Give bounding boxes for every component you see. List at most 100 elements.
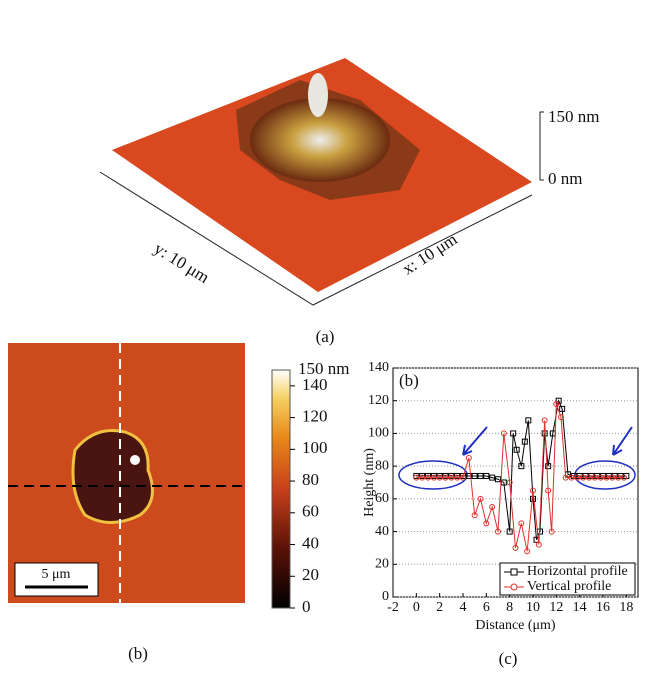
panel-a: 150 nm 0 nm y: 10 μm x: 10 μm (a) [99, 58, 599, 346]
colorbar-tick-label: 100 [302, 438, 328, 457]
marker [597, 474, 604, 481]
x-axis-label: Distance (μm) [475, 618, 556, 633]
y-tick-label: 20 [375, 557, 389, 572]
marker [541, 417, 548, 424]
legend-label: Vertical profile [527, 579, 611, 594]
x-tick-label: 12 [549, 600, 563, 615]
marker [471, 472, 478, 479]
colorbar-tick-label: 0 [302, 597, 311, 616]
colorbar-tick-label: 120 [302, 407, 328, 426]
marker [562, 474, 569, 481]
colorbar-tick-label: 20 [302, 565, 319, 584]
annotation: (b) [399, 371, 419, 390]
marker [558, 414, 564, 421]
y-tick-label: 0 [382, 589, 389, 604]
marker [483, 472, 490, 479]
x-tick-label: 2 [436, 600, 443, 615]
marker [603, 474, 610, 481]
marker [548, 528, 555, 535]
arrow [462, 426, 488, 456]
marker [512, 544, 519, 551]
panel-b: 5 μm 150 nm (b) 0 20 40 60 80 100 120 140 [8, 343, 349, 663]
y-tick-label: 120 [368, 393, 389, 408]
panel-label: (c) [499, 649, 518, 668]
x-tick-label: 18 [619, 600, 633, 615]
marker [545, 463, 552, 470]
panel-label: (a) [316, 327, 335, 346]
particle [71, 429, 154, 524]
x-tick-label: 0 [413, 600, 420, 615]
x-tick-label: 10 [526, 600, 540, 615]
y-axis-label: y: 10 μm [151, 239, 213, 287]
scale-box [14, 562, 99, 597]
y-axis-label: Height (nm) [362, 448, 377, 517]
series-line [416, 403, 624, 552]
marker [580, 474, 587, 481]
x-tick-label: 16 [596, 600, 610, 615]
colorbar-tick-label: 140 [302, 375, 328, 394]
marker [530, 495, 536, 502]
marker [510, 430, 517, 437]
marker [448, 474, 455, 481]
colorbar [271, 369, 291, 609]
legend-marker [510, 583, 518, 591]
marker [460, 474, 466, 481]
marker [591, 474, 598, 481]
marker [535, 541, 542, 548]
panel-label: (b) [128, 644, 148, 663]
peak [308, 73, 328, 117]
x-tick-label: 8 [506, 600, 513, 615]
marker [559, 405, 566, 412]
marker [586, 474, 592, 481]
marker [545, 487, 552, 494]
marker [430, 474, 437, 481]
marker [477, 472, 484, 479]
plot-frame [392, 367, 639, 598]
highlight [398, 460, 468, 490]
marker [521, 438, 528, 445]
z-top: 150 nm [548, 107, 599, 126]
marker [489, 474, 496, 481]
colorbar-top-label: 150 nm [298, 359, 349, 378]
legend-marker [510, 568, 518, 576]
y-tick-label: 140 [368, 360, 389, 375]
highlight [574, 460, 636, 490]
x-tick-label: -2 [387, 600, 399, 615]
marker [425, 474, 431, 481]
x-tick-label: 6 [483, 600, 490, 615]
arrow [612, 426, 633, 456]
marker [574, 474, 581, 481]
marker [477, 495, 484, 502]
series-line [416, 398, 627, 540]
x-tick-label: 14 [573, 600, 587, 615]
marker [518, 463, 525, 470]
y-tick-label: 40 [375, 524, 389, 539]
marker [465, 472, 472, 479]
x-tick-label: 4 [460, 600, 467, 615]
marker [495, 476, 501, 483]
z-bottom: 0 nm [548, 169, 582, 188]
particle-top [250, 98, 390, 182]
marker [568, 474, 575, 481]
marker [471, 512, 478, 519]
marker [483, 520, 490, 527]
marker [489, 504, 496, 511]
marker [621, 474, 627, 481]
marker [609, 474, 616, 481]
marker [506, 479, 513, 486]
marker [500, 430, 507, 437]
colorbar-tick-label: 80 [302, 470, 319, 489]
marker [525, 417, 532, 424]
marker [413, 474, 420, 481]
colorbar-tick-label: 40 [302, 533, 319, 552]
marker [530, 487, 536, 494]
marker [615, 474, 622, 481]
marker [513, 446, 520, 453]
marker [506, 528, 513, 535]
colorbar-tick-label: 60 [302, 502, 319, 521]
legend-label: Horizontal profile [527, 564, 628, 579]
axis-edge [99, 171, 533, 306]
marker [436, 474, 443, 481]
